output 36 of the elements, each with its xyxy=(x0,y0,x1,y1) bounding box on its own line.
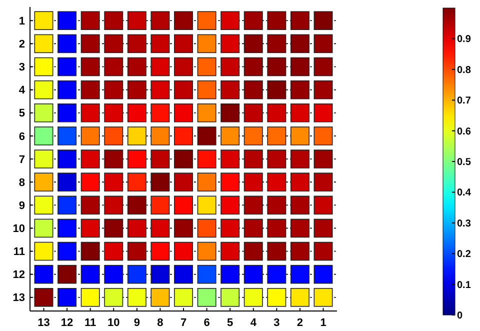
x-tick-label: 8 xyxy=(157,317,164,329)
x-tick-label: 9 xyxy=(134,317,140,329)
y-tick-label: 13 xyxy=(12,292,25,304)
x-tick-label: 10 xyxy=(107,317,120,329)
color-bar-label: 0 xyxy=(457,310,463,322)
x-tick-label: 5 xyxy=(227,317,234,329)
color-bar-label: 0.6 xyxy=(457,126,472,138)
y-tick-label: 5 xyxy=(18,108,25,120)
y-tick-label: 11 xyxy=(13,246,25,258)
y-tick-label: 12 xyxy=(12,269,25,282)
x-tick-label: 2 xyxy=(296,317,304,329)
y-tick-label: 6 xyxy=(18,130,25,143)
color-bar-label: 0.2 xyxy=(457,249,472,260)
color-bar-label: 0.9 xyxy=(457,34,472,46)
x-tick-label: 1 xyxy=(320,317,326,329)
color-bar-label: 0.4 xyxy=(457,188,472,199)
x-tick-label: 12 xyxy=(60,317,74,329)
y-tick-label: 10 xyxy=(12,223,25,236)
x-tick-label: 7 xyxy=(180,317,187,329)
y-tick-label: 2 xyxy=(18,38,25,51)
color-bar-label: 0.1 xyxy=(457,280,472,291)
color-bar-label: 0.5 xyxy=(457,157,472,168)
color-bar-label: 0.7 xyxy=(457,96,472,107)
x-tick-label: 11 xyxy=(84,317,96,329)
x-tick-label: 6 xyxy=(204,317,210,329)
y-tick-label: 3 xyxy=(18,62,25,74)
y-tick-label: 9 xyxy=(18,200,25,212)
y-tick-label: 8 xyxy=(18,176,25,189)
color-bar-label: 0.8 xyxy=(457,64,472,76)
color-bar-label: 0.3 xyxy=(457,218,472,230)
y-tick-label: 4 xyxy=(18,84,26,97)
x-tick-label: 13 xyxy=(38,317,50,329)
x-tick-label: 4 xyxy=(250,317,258,329)
y-tick-label: 7 xyxy=(18,154,25,166)
x-tick-label: 3 xyxy=(274,317,280,329)
y-tick-label: 1 xyxy=(18,15,25,28)
